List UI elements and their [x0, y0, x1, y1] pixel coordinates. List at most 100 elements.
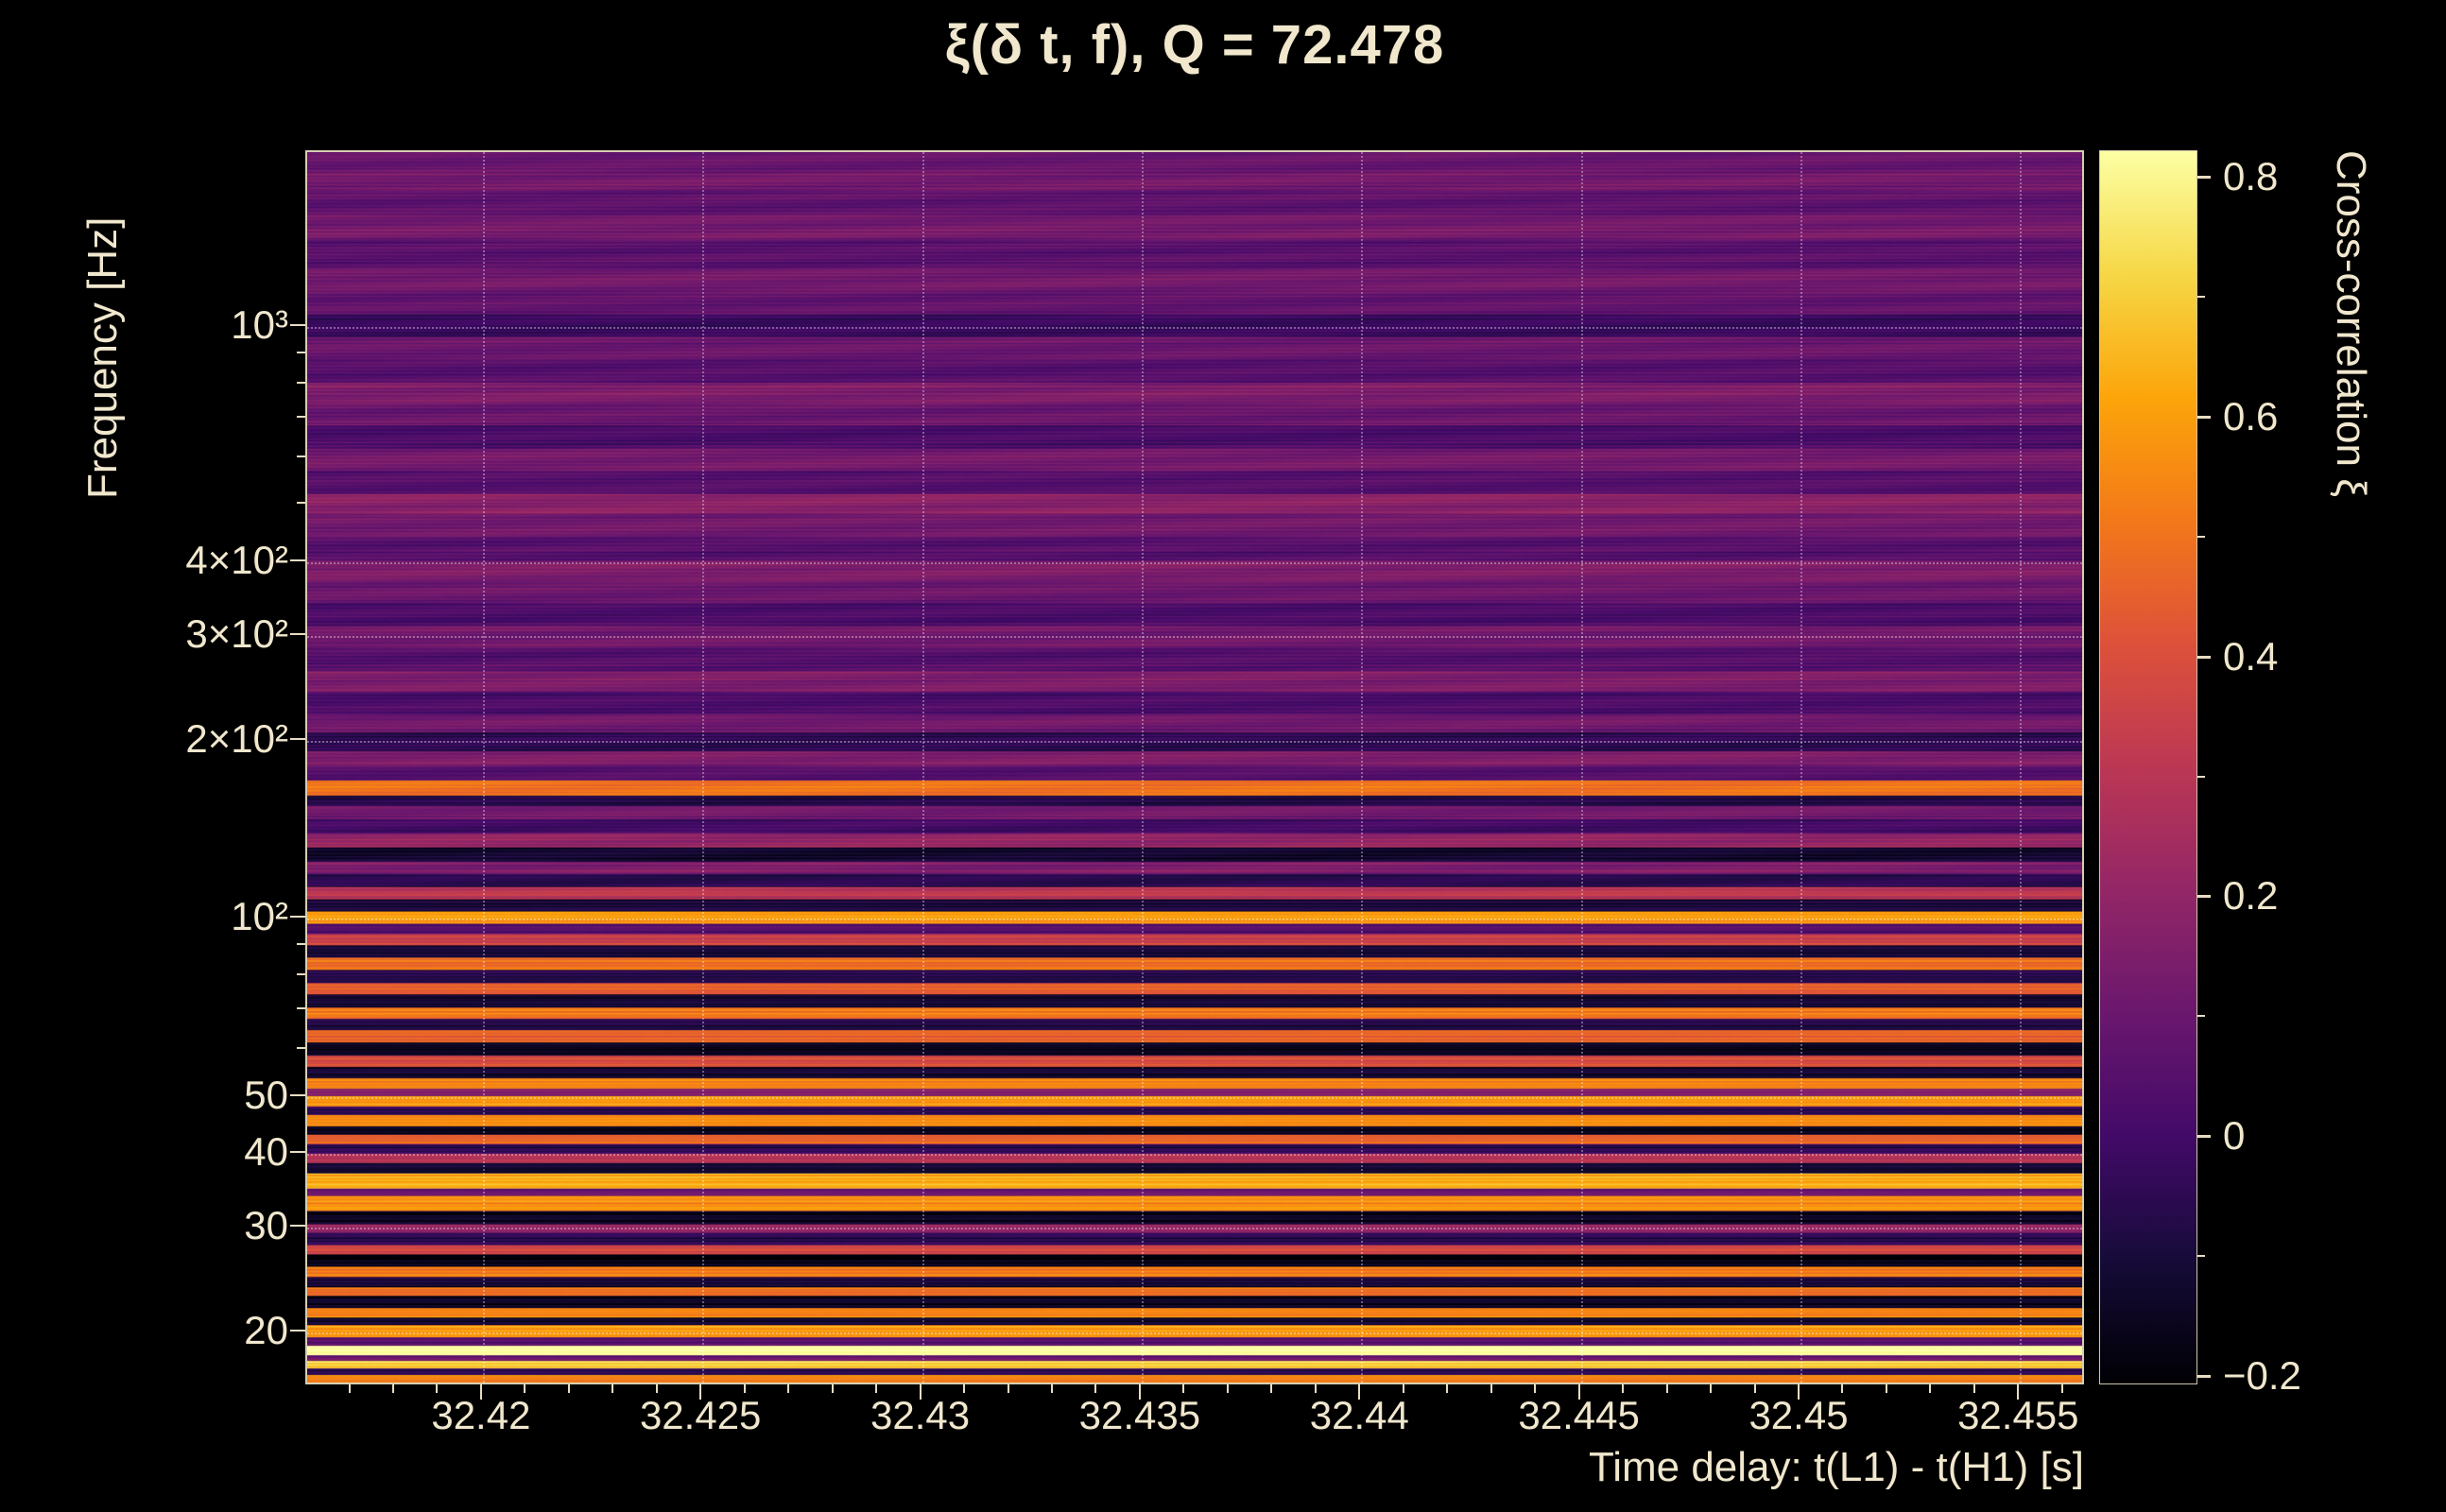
x-tick — [1094, 1384, 1097, 1393]
y-tick — [297, 351, 305, 353]
x-tick — [1402, 1384, 1404, 1393]
colorbar-minor-tick — [2197, 1015, 2205, 1018]
y-tick — [290, 323, 305, 326]
x-tick — [831, 1384, 834, 1393]
colorbar-minor-tick — [2197, 295, 2205, 298]
x-tick — [436, 1384, 439, 1393]
colorbar-tick-label: 0.8 — [2223, 153, 2279, 198]
y-tick — [290, 1093, 305, 1096]
x-tick — [1051, 1384, 1053, 1393]
colorbar-tick — [2197, 1375, 2211, 1379]
x-tick — [699, 1384, 702, 1400]
y-tick-label: 4×10² — [185, 538, 288, 582]
y-tick — [290, 1329, 305, 1332]
y-tick — [290, 916, 305, 918]
y-tick-label: 50 — [244, 1072, 288, 1117]
y-tick-label: 10³ — [231, 301, 288, 347]
x-tick — [524, 1384, 526, 1393]
y-tick — [297, 942, 305, 945]
x-tick — [1577, 1384, 1580, 1400]
x-tick — [655, 1384, 658, 1393]
x-tick-label: 32.445 — [1518, 1393, 1640, 1437]
x-tick — [1007, 1384, 1009, 1393]
plot-area — [305, 150, 2084, 1384]
colorbar-tick — [2197, 895, 2211, 899]
x-tick — [1929, 1384, 1932, 1393]
x-tick-label: 32.44 — [1309, 1393, 1409, 1437]
y-tick — [290, 633, 305, 636]
x-tick — [479, 1384, 482, 1400]
y-tick — [297, 502, 305, 505]
colorbar-tick — [2197, 175, 2211, 179]
x-tick-label: 32.43 — [870, 1393, 971, 1437]
colorbar-tick-label: 0.2 — [2223, 873, 2279, 919]
x-tick — [1270, 1384, 1273, 1393]
y-tick — [290, 737, 305, 740]
y-tick — [297, 381, 305, 384]
x-tick — [2017, 1384, 2020, 1400]
y-tick-label: 10² — [231, 894, 288, 938]
x-tick — [1885, 1384, 1887, 1393]
colorbar-minor-tick — [2197, 535, 2205, 538]
y-tick — [290, 1151, 305, 1154]
y-tick — [297, 1007, 305, 1009]
colorbar-tick — [2197, 655, 2211, 659]
y-tick-label: 30 — [244, 1203, 288, 1248]
y-axis-label: Frequency [Hz] — [79, 216, 126, 500]
colorbar-title: Cross-correlation ξ — [2328, 150, 2374, 497]
x-tick — [1534, 1384, 1537, 1393]
x-tick — [787, 1384, 790, 1393]
y-tick-label: 3×10² — [185, 611, 288, 657]
x-tick — [1314, 1384, 1317, 1393]
x-tick — [1446, 1384, 1449, 1393]
x-tick — [1841, 1384, 1844, 1393]
colorbar — [2099, 150, 2197, 1384]
colorbar-tick-label: −0.2 — [2223, 1353, 2301, 1399]
x-tick — [612, 1384, 614, 1393]
x-tick — [1622, 1384, 1625, 1393]
colorbar-minor-tick — [2197, 1255, 2205, 1258]
x-tick-label: 32.425 — [639, 1393, 762, 1437]
x-tick — [1710, 1384, 1712, 1393]
y-tick-label: 2×10² — [185, 715, 288, 761]
x-tick — [919, 1384, 922, 1400]
x-tick — [1490, 1384, 1492, 1393]
colorbar-minor-tick — [2197, 775, 2205, 778]
y-tick — [290, 559, 305, 561]
y-tick — [297, 972, 305, 975]
x-tick — [1138, 1384, 1141, 1400]
x-tick — [963, 1384, 965, 1393]
colorbar-tick — [2197, 415, 2211, 419]
x-tick — [348, 1384, 351, 1393]
y-tick — [297, 455, 305, 457]
x-tick — [567, 1384, 570, 1393]
x-tick — [1753, 1384, 1756, 1393]
y-tick — [297, 1046, 305, 1049]
colorbar-tick-label: 0 — [2223, 1113, 2246, 1159]
x-tick — [2060, 1384, 2063, 1393]
y-tick-label: 40 — [244, 1129, 288, 1175]
x-tick — [1972, 1384, 1975, 1393]
x-tick — [1798, 1384, 1800, 1400]
x-tick-label: 32.435 — [1078, 1393, 1201, 1437]
x-tick-label: 32.455 — [1957, 1393, 2079, 1437]
colorbar-tick-label: 0.6 — [2223, 393, 2279, 438]
x-axis-label: Time delay: t(L1) - t(H1) [s] — [1588, 1444, 2084, 1490]
x-tick — [1226, 1384, 1229, 1393]
x-tick — [875, 1384, 878, 1393]
x-tick — [1182, 1384, 1185, 1393]
y-tick — [297, 415, 305, 418]
x-tick — [743, 1384, 746, 1393]
y-tick-label: 20 — [244, 1307, 288, 1352]
y-tick — [290, 1225, 305, 1228]
x-tick-label: 32.42 — [431, 1393, 531, 1437]
heatmap-canvas — [307, 152, 2082, 1383]
x-tick — [1665, 1384, 1668, 1393]
colorbar-tick-label: 0.4 — [2223, 633, 2279, 679]
x-tick — [1358, 1384, 1361, 1400]
x-tick — [391, 1384, 394, 1393]
colorbar-tick — [2197, 1135, 2211, 1139]
chart-title: ξ(δ t, f), Q = 72.478 — [944, 14, 1445, 76]
x-tick-label: 32.45 — [1748, 1393, 1849, 1437]
